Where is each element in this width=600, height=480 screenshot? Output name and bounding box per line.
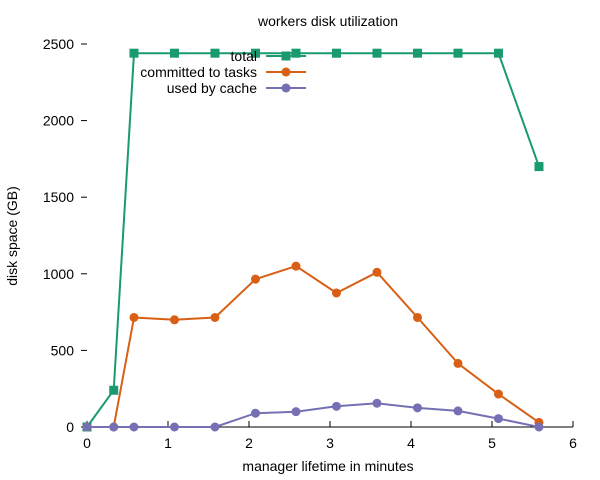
data-point-total	[412, 48, 422, 58]
x-tick-label: 6	[569, 435, 577, 451]
data-point-committed-to-tasks	[129, 312, 139, 322]
legend-label-used-by-cache: used by cache	[167, 80, 257, 96]
data-point-committed-to-tasks	[169, 315, 179, 325]
x-tick-label: 5	[488, 435, 496, 451]
data-point-total	[331, 48, 341, 58]
data-point-used-by-cache	[129, 422, 139, 432]
data-point-used-by-cache	[412, 403, 422, 413]
data-point-total	[129, 48, 139, 58]
data-point-total	[453, 48, 463, 58]
data-point-committed-to-tasks	[453, 358, 463, 368]
x-tick-label: 3	[326, 435, 334, 451]
series-group	[82, 48, 544, 432]
data-point-total	[210, 48, 220, 58]
y-tick-label: 2500	[43, 36, 74, 52]
axes-group: 0 500 1000 1500 2000 2500 0 1 2 3 4 5 6	[43, 36, 577, 451]
data-point-used-by-cache	[453, 406, 463, 416]
data-point-used-by-cache	[331, 401, 341, 411]
legend-marker-committed-to-tasks	[281, 67, 291, 77]
x-tick-label: 2	[245, 435, 253, 451]
data-point-committed-to-tasks	[210, 312, 220, 322]
data-point-total	[250, 48, 260, 58]
y-tick-label: 500	[51, 342, 75, 358]
data-point-used-by-cache	[82, 422, 92, 432]
data-point-committed-to-tasks	[291, 261, 301, 271]
data-point-used-by-cache	[210, 422, 220, 432]
data-point-total	[372, 48, 382, 58]
y-axis-label: disk space (GB)	[4, 186, 20, 286]
legend-label-committed-to-tasks: committed to tasks	[140, 64, 257, 80]
data-point-used-by-cache	[534, 422, 544, 432]
data-point-total	[493, 48, 503, 58]
data-point-used-by-cache	[109, 422, 119, 432]
series-line-used-by-cache	[87, 402, 540, 428]
x-tick-label: 0	[83, 435, 91, 451]
data-point-committed-to-tasks	[331, 288, 341, 298]
legend-marker-total	[281, 51, 291, 61]
series-line-total	[86, 52, 540, 428]
data-point-used-by-cache	[493, 414, 503, 424]
data-point-committed-to-tasks	[493, 389, 503, 399]
data-point-total	[291, 48, 301, 58]
data-point-committed-to-tasks	[412, 312, 422, 322]
y-tick-label: 1000	[43, 266, 74, 282]
y-tick-label: 1500	[43, 189, 74, 205]
x-tick-label: 1	[164, 435, 172, 451]
data-point-used-by-cache	[250, 408, 260, 418]
data-point-total	[109, 385, 119, 395]
data-point-committed-to-tasks	[250, 274, 260, 284]
data-point-total	[534, 162, 544, 172]
x-tick-label: 4	[407, 435, 415, 451]
legend-label-total: total	[231, 48, 257, 64]
chart-title: workers disk utilization	[257, 13, 398, 29]
data-point-used-by-cache	[291, 407, 301, 417]
series-line-committed-to-tasks	[87, 265, 540, 428]
y-tick-label: 0	[66, 419, 74, 435]
data-point-used-by-cache	[372, 398, 382, 408]
data-point-committed-to-tasks	[372, 267, 382, 277]
y-tick-label: 2000	[43, 113, 74, 129]
legend-marker-used-by-cache	[281, 83, 291, 93]
data-point-total	[169, 48, 179, 58]
x-axis-label: manager lifetime in minutes	[242, 458, 413, 474]
data-point-used-by-cache	[169, 422, 179, 432]
